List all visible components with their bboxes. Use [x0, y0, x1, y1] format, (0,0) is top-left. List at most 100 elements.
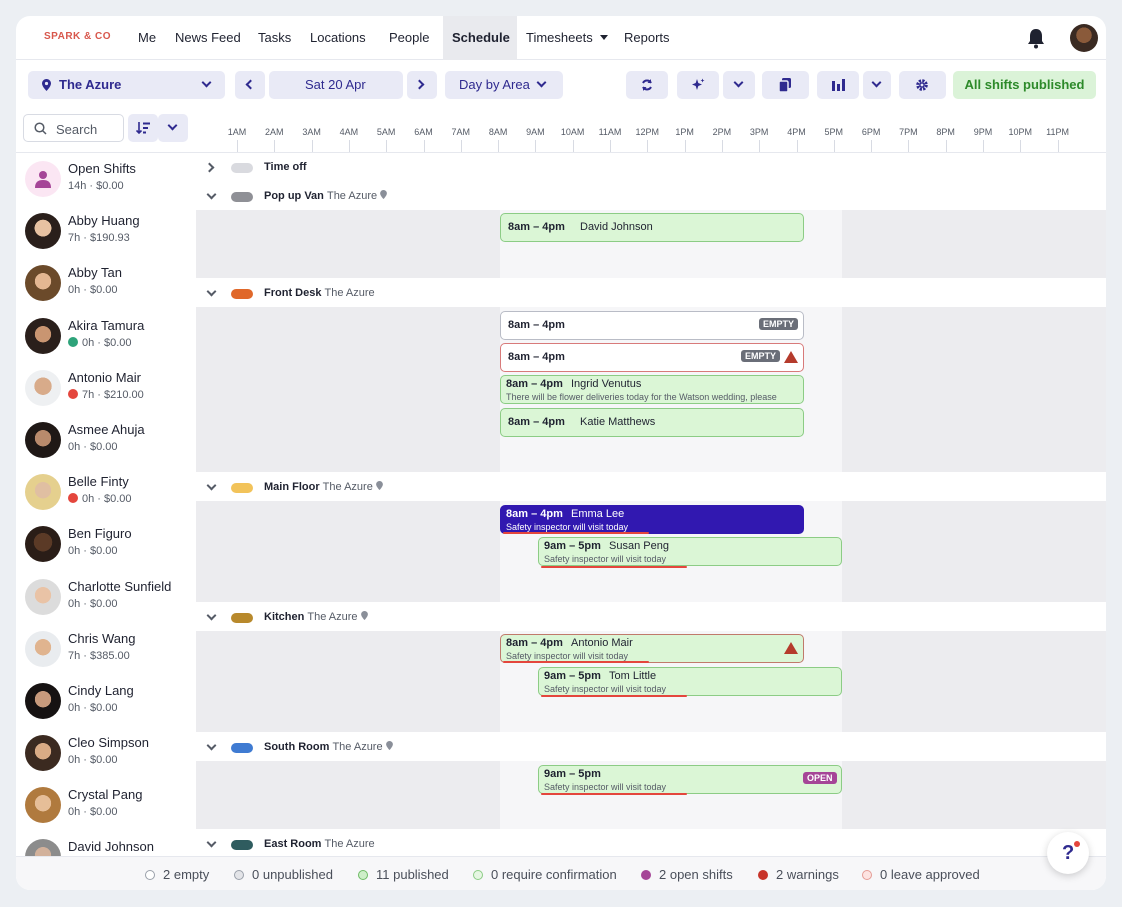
settings-button[interactable] [899, 71, 946, 99]
view-select[interactable]: Day by Area [445, 71, 563, 99]
area-location: The Azure [307, 611, 358, 623]
publish-status-button[interactable]: All shifts published [953, 71, 1096, 99]
shift-card[interactable]: 8am – 4pm Emma Lee Safety inspector will… [500, 505, 804, 534]
hour-tick [871, 140, 873, 152]
person-row[interactable]: Abby Huang 7h · $190.93 [16, 213, 196, 265]
shift-employee: Ingrid Venutus [571, 378, 642, 390]
area-location: The Azure [326, 190, 378, 202]
shift-card[interactable]: 8am – 4pm David Johnson [500, 213, 804, 242]
shift-note: Safety inspector will visit today [544, 782, 667, 792]
person-row[interactable]: Abby Tan 0h · $0.00 [16, 265, 196, 317]
legend-item: 11 published [358, 867, 449, 882]
open-shifts-avatar [25, 161, 61, 197]
hour-label: 1AM [227, 127, 247, 137]
hour-tick [237, 140, 238, 152]
search-input[interactable]: Search [56, 122, 98, 137]
nav-tasks[interactable]: Tasks [258, 30, 292, 45]
location-select[interactable]: The Azure [28, 71, 225, 99]
person-stats: 0h · $0.00 [68, 598, 118, 610]
chevron-right-icon[interactable] [204, 162, 215, 173]
shift-card-empty[interactable]: 8am – 4pm EMPTY [500, 311, 804, 340]
copy-button[interactable] [762, 71, 809, 99]
note-underline [541, 793, 687, 795]
area-location: The Azure [332, 741, 383, 753]
avatar [25, 474, 61, 510]
chevron-right-icon [414, 79, 425, 90]
sort-menu-button[interactable] [158, 114, 188, 142]
nav-reports[interactable]: Reports [624, 30, 670, 45]
person-row[interactable]: Chris Wang 7h · $385.00 [16, 631, 196, 683]
legend-label: 0 require confirmation [491, 867, 617, 882]
person-row[interactable]: Charlotte Sunfield 0h · $0.00 [16, 579, 196, 631]
chevron-down-icon[interactable] [206, 837, 217, 848]
date-picker[interactable]: Sat 20 Apr [269, 71, 403, 99]
chevron-down-icon[interactable] [206, 610, 217, 621]
avatar [25, 683, 61, 719]
stats-button[interactable] [817, 71, 859, 99]
person-row[interactable]: Asmee Ahuja 0h · $0.00 [16, 422, 196, 474]
area-title: East Room The Azure [264, 838, 375, 850]
note-underline [541, 566, 687, 568]
auto-schedule-menu-button[interactable] [723, 71, 755, 99]
refresh-button[interactable] [626, 71, 668, 99]
hour-tick [721, 140, 723, 152]
person-row[interactable]: Belle Finty 0h · $0.00 [16, 474, 196, 526]
help-button[interactable]: ? [1047, 832, 1089, 874]
area-color-pill [231, 483, 253, 493]
brand-logo[interactable]: SPARK & CO [44, 31, 112, 42]
nav-timesheets[interactable]: Timesheets [517, 16, 617, 60]
copy-icon [779, 78, 791, 92]
legend-item: 0 unpublished [234, 867, 333, 882]
nav-people[interactable]: People [389, 30, 430, 45]
chevron-down-icon[interactable] [206, 740, 217, 751]
area-name: Kitchen [264, 611, 305, 623]
avatar [25, 735, 61, 771]
shift-time: 8am – 4pm [506, 508, 563, 520]
shift-card-empty[interactable]: 8am – 4pm EMPTY [500, 343, 804, 372]
nav-me[interactable]: Me [138, 30, 157, 45]
stats-menu-button[interactable] [863, 71, 891, 99]
auto-schedule-button[interactable] [677, 71, 719, 99]
shift-card[interactable]: 8am – 4pm Antonio Mair Safety inspector … [500, 634, 804, 663]
person-name: Crystal Pang [68, 787, 143, 802]
chevron-down-icon [733, 77, 744, 88]
chevron-down-icon[interactable] [206, 189, 217, 200]
person-row[interactable]: Cindy Lang 0h · $0.00 [16, 683, 196, 735]
nav-schedule[interactable]: Schedule [443, 16, 517, 60]
warning-icon[interactable] [784, 351, 798, 363]
hour-label: 10PM [1008, 127, 1033, 137]
search-box[interactable]: Search [23, 114, 124, 142]
hour-label: 12PM [635, 127, 660, 137]
shift-note: There will be flower deliveries today fo… [506, 392, 777, 402]
hour-label: 5PM [824, 127, 844, 137]
person-open-shifts[interactable]: Open Shifts 14h · $0.00 [16, 161, 196, 213]
nav-news-feed[interactable]: News Feed [175, 30, 241, 45]
person-stats-row: 7h · $210.00 [68, 389, 144, 401]
legend-item: 2 empty [145, 867, 209, 882]
chevron-down-icon[interactable] [206, 286, 217, 297]
sort-button[interactable] [128, 114, 158, 142]
next-day-button[interactable] [407, 71, 437, 99]
area-title: Main Floor The Azure [264, 481, 383, 493]
warning-icon[interactable] [784, 642, 798, 654]
nav-locations[interactable]: Locations [310, 30, 366, 45]
person-row[interactable]: Antonio Mair 7h · $210.00 [16, 370, 196, 422]
chevron-down-icon[interactable] [206, 480, 217, 491]
shift-card[interactable]: 8am – 4pm Katie Matthews [500, 408, 804, 437]
shift-card-open[interactable]: 9am – 5pm Safety inspector will visit to… [538, 765, 842, 794]
shift-card[interactable]: 8am – 4pm Ingrid Venutus There will be f… [500, 375, 804, 404]
avatar [25, 422, 61, 458]
person-row[interactable]: Crystal Pang 0h · $0.00 [16, 787, 196, 839]
bell-icon[interactable] [1024, 26, 1048, 50]
header-divider [16, 152, 1106, 153]
person-stats-row: 0h · $0.00 [68, 337, 132, 349]
hour-tick [274, 140, 276, 152]
user-avatar[interactable] [1070, 24, 1098, 52]
person-row[interactable]: Akira Tamura 0h · $0.00 [16, 318, 196, 370]
shift-card[interactable]: 9am – 5pm Susan Peng Safety inspector wi… [538, 537, 842, 566]
person-row[interactable]: Cleo Simpson 0h · $0.00 [16, 735, 196, 787]
person-row[interactable]: Ben Figuro 0h · $0.00 [16, 526, 196, 578]
empty-badge: EMPTY [741, 350, 781, 362]
prev-day-button[interactable] [235, 71, 265, 99]
shift-card[interactable]: 9am – 5pm Tom Little Safety inspector wi… [538, 667, 842, 696]
